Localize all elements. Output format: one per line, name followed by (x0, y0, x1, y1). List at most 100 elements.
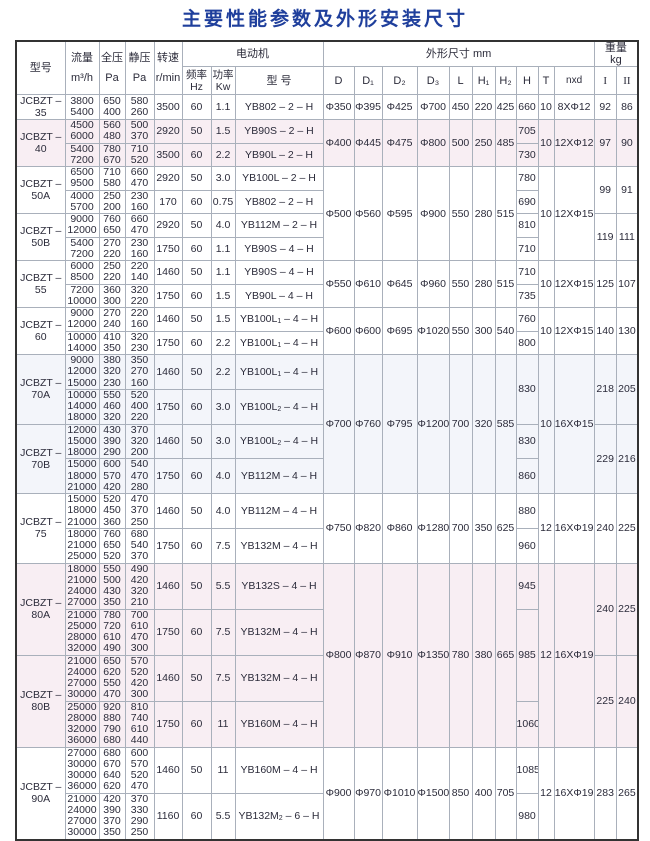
frequency-value: 50 (181, 260, 212, 285)
table-row: JCBZT – 75 15000 18000 21000 520 450 360 470 370… (15, 493, 639, 564)
value-line: 570 (103, 469, 121, 482)
static-pressure-values: 220 160 (124, 307, 155, 332)
flow-values: 21000 24000 27000 30000 (64, 792, 100, 840)
value-line: 18000 (67, 563, 97, 575)
dim-d1: Φ600 (353, 307, 383, 355)
value-line: 700 (130, 609, 149, 621)
value-line: 780 (103, 609, 121, 621)
dim-nxd: 8XΦ12 (553, 94, 595, 120)
frequency-value: 60 (181, 330, 212, 355)
power-value: 5.5 (210, 792, 236, 840)
value-line: 24000 (67, 585, 97, 597)
power-value: 3.0 (210, 423, 236, 460)
dim-d3: Φ1280 (416, 493, 450, 564)
frequency-value: 50 (181, 307, 212, 332)
table-row: 21000 25000 28000 32000 780 720 610 490 700 610 47… (16, 608, 638, 702)
header-total-pressure: 全压 Pa (98, 40, 126, 95)
speed-value: 1750 (153, 527, 183, 564)
dim-d2: Φ425 (381, 94, 418, 120)
total-pressure-values: 380 320 230 (98, 354, 126, 390)
dim-t: 12 (537, 562, 555, 748)
total-pressure-values: 410 350 (98, 330, 126, 355)
value-line: 540 (130, 458, 149, 471)
motor-model: YB132M – 4 – H (234, 654, 324, 702)
motor-model: YB90S – 4 – H (234, 260, 324, 285)
dim-h2: 540 (494, 307, 517, 355)
dim-h1: 350 (471, 493, 496, 564)
weight-i: 125 (593, 260, 617, 308)
value-line: 12000 (67, 424, 97, 436)
value-line: 10000 (67, 294, 97, 307)
motor-model: YB160M – 4 – H (234, 700, 324, 748)
value-line: 660 (130, 166, 149, 178)
dim-h1: 250 (471, 119, 496, 167)
value-line: 21000 (67, 793, 97, 805)
value-line: 680 (130, 528, 149, 540)
value-line: 810 (130, 701, 149, 713)
weight-ii: 205 (615, 354, 639, 425)
dim-h: 730 (515, 142, 539, 167)
value-line: 330 (130, 803, 149, 816)
value-line: 650 (103, 655, 121, 667)
flow-values: 25000 28000 32000 36000 (64, 700, 100, 748)
value-line: 250 (130, 515, 149, 528)
dim-h: 780 (515, 166, 539, 191)
dim-d: Φ700 (322, 354, 355, 494)
table-row: 7200 10000 360 300 320 220 1750 60 1.5 YB90L – 4 … (16, 283, 638, 308)
speed-value: 1460 (153, 654, 183, 702)
value-line: 9000 (70, 213, 94, 225)
speed-value: 1460 (153, 746, 183, 794)
frequency-value: 60 (181, 527, 212, 564)
table-row: JCBZT – 50A 6500 9500 710 580 660 470 2920 50 3.0… (15, 166, 639, 261)
value-line: 470 (130, 631, 149, 643)
total-pressure-values: 600 570 420 (98, 458, 126, 494)
dim-h: 760 (515, 307, 539, 332)
value-line: 4500 (70, 119, 94, 131)
header-dim-5: H₁ (471, 66, 496, 95)
total-pressure-values: 760 650 (98, 213, 126, 238)
dim-h1: 400 (471, 746, 496, 840)
value-line: 610 (130, 723, 149, 735)
flow-values: 12000 15000 18000 (64, 423, 100, 460)
dim-h: 690 (515, 189, 539, 214)
static-pressure-values: 490 420 320 210 (124, 562, 155, 610)
value-line: 18000 (67, 528, 97, 540)
dim-h: 880 (515, 493, 539, 529)
dim-nxd: 16XΦ15 (553, 354, 595, 494)
frequency-value: 60 (181, 142, 212, 167)
dim-h2: 585 (494, 354, 517, 494)
value-line: 780 (103, 143, 121, 155)
static-pressure-values: 540 470 280 (124, 458, 155, 494)
frequency-value: 60 (181, 189, 212, 214)
motor-model: YB802 – 2 – H (234, 189, 324, 214)
frequency-value: 60 (181, 458, 212, 494)
value-line: 410 (103, 331, 121, 343)
dim-d: Φ500 (322, 166, 355, 261)
weight-i: 92 (593, 94, 617, 120)
model-name: JCBZT – 75 (15, 493, 66, 564)
value-line: 550 (103, 563, 121, 575)
static-pressure-values: 660 470 (124, 166, 155, 191)
dim-h2: 515 (494, 260, 517, 308)
weight-ii: 91 (615, 166, 639, 214)
dim-d: Φ900 (322, 746, 355, 840)
header-weight-unit: kg (610, 54, 622, 66)
dim-t: 10 (537, 307, 555, 355)
value-line: 710 (103, 166, 121, 178)
value-line: 600 (130, 747, 149, 759)
power-value: 1.1 (210, 94, 236, 120)
value-line: 360 (103, 284, 121, 296)
motor-model: YB132M – 4 – H (234, 527, 324, 564)
value-line: 880 (103, 711, 121, 724)
static-pressure-values: 570 520 420 300 (124, 654, 155, 702)
model-name: JCBZT – 70B (15, 423, 66, 494)
value-line: 600 (103, 458, 121, 471)
value-line: 5700 (70, 200, 94, 213)
speed-value: 2920 (153, 166, 183, 191)
motor-model: YB112M – 4 – H (234, 493, 324, 529)
value-line: 7200 (70, 153, 94, 166)
motor-model: YB160M – 4 – H (234, 746, 324, 794)
power-value: 7.5 (210, 527, 236, 564)
table-row: JCBZT – 55 6000 8500 250 220 220 140 1460 50 1.1 Y… (15, 260, 639, 308)
value-line: 260 (130, 106, 149, 118)
